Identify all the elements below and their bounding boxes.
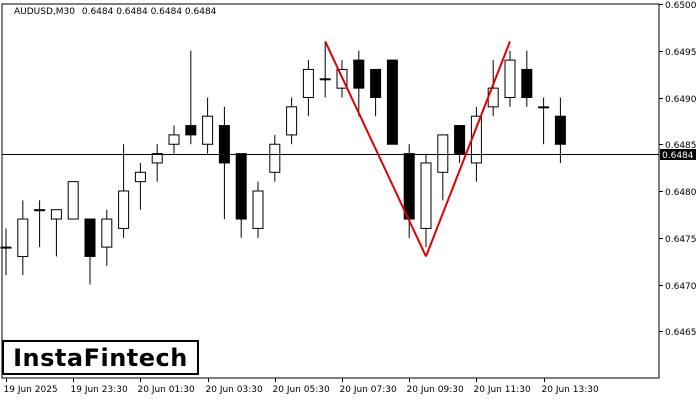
candle (521, 50, 533, 107)
candle-body-bullish (470, 115, 482, 164)
x-tick-label: 20 Jun 03:30 (206, 385, 263, 395)
x-tick-label: 20 Jun 11:30 (474, 385, 531, 395)
candle-body-bullish (101, 218, 113, 248)
candle (353, 50, 365, 117)
candle-body-bearish (454, 125, 466, 155)
x-tick-label: 20 Jun 13:30 (542, 385, 599, 395)
candle-body-bullish (202, 115, 214, 145)
candle (454, 125, 466, 163)
candle (538, 97, 550, 145)
candle-body-bearish (235, 153, 247, 220)
candle (185, 50, 197, 145)
candle-body-bearish (403, 153, 415, 220)
candle (101, 209, 113, 266)
symbol-label: AUDUSD,M30 (14, 7, 75, 17)
current-price-label: 0.6484 (662, 151, 694, 161)
candle-body-bearish (185, 125, 197, 136)
candle-body-bullish (269, 143, 281, 173)
x-tick-label: 20 Jun 01:30 (138, 385, 195, 395)
candle-body-bullish (437, 134, 449, 173)
y-tick-label: 0.6475 (665, 235, 697, 245)
candle (84, 218, 96, 285)
y-tick-label: 0.6480 (665, 188, 697, 198)
candle-body-bearish (386, 59, 398, 145)
candle-body-bearish (554, 115, 566, 145)
ohlc-label: 0.6484 0.6484 0.6484 0.6484 (82, 7, 217, 17)
x-tick-label: 20 Jun 05:30 (273, 385, 330, 395)
x-tick-label: 20 Jun 07:30 (340, 385, 397, 395)
current-price-tag (660, 149, 696, 160)
pattern-line (324, 40, 427, 257)
x-tick-label: 19 Jun 23:30 (71, 385, 128, 395)
candle (34, 200, 46, 248)
candle-body-bullish (34, 209, 46, 212)
candle-body-bullish (50, 209, 62, 220)
y-tick-label: 0.6495 (665, 48, 697, 58)
candle (286, 97, 298, 145)
candle-body-bearish (370, 68, 382, 98)
candle (269, 134, 281, 182)
candle-body-bullish (0, 246, 12, 249)
candle-body-bullish (134, 171, 146, 183)
candle (252, 181, 264, 238)
pattern-line (425, 41, 511, 257)
candle-body-bearish (218, 125, 230, 164)
y-tick-label: 0.6500 (665, 1, 697, 11)
candle (370, 68, 382, 117)
x-tick-label: 20 Jun 09:30 (407, 385, 464, 395)
candle-body-bullish (168, 134, 180, 145)
y-tick-label: 0.6465 (665, 328, 697, 338)
candle (0, 228, 12, 276)
candle-body-bullish (118, 190, 130, 229)
candle (134, 162, 146, 210)
candle (554, 97, 566, 163)
candle (218, 106, 230, 220)
candle (319, 41, 331, 98)
candle-body-bearish (353, 59, 365, 89)
candle (118, 144, 130, 238)
candle-body-bullish (302, 68, 314, 98)
candle (50, 209, 62, 257)
candle-body-bullish (252, 190, 264, 229)
candle (202, 97, 214, 154)
candle-body-bearish (84, 218, 96, 257)
candle (420, 153, 432, 248)
brand-logo: InstaFintech (2, 340, 199, 375)
candle-body-bullish (319, 78, 331, 81)
x-tick-label: 19 Jun 2025 (4, 385, 58, 395)
chart-header: AUDUSD,M30 0.6484 0.6484 0.6484 0.6484 (14, 7, 217, 17)
candle-body-bullish (504, 59, 516, 98)
candle (235, 153, 247, 238)
brand-logo-text: InstaFintech (13, 343, 188, 372)
candle (302, 60, 314, 117)
candle-body-bullish (538, 106, 550, 109)
candle-body-bearish (521, 68, 533, 98)
y-tick-label: 0.6470 (665, 282, 697, 292)
candle (168, 125, 180, 154)
plot-area (1, 3, 660, 379)
candle (437, 134, 449, 201)
candle (151, 144, 163, 182)
candle-body-bullish (151, 153, 163, 164)
candle-body-bullish (67, 181, 79, 220)
y-tick-label: 0.6490 (665, 95, 697, 105)
candle-body-bullish (17, 218, 29, 257)
candle (386, 59, 398, 145)
y-tick-label: 0.6485 (665, 141, 697, 151)
candle (504, 50, 516, 107)
candle-body-bullish (420, 162, 432, 229)
candle-body-bullish (286, 106, 298, 136)
candle (67, 181, 79, 220)
candle (17, 200, 29, 276)
